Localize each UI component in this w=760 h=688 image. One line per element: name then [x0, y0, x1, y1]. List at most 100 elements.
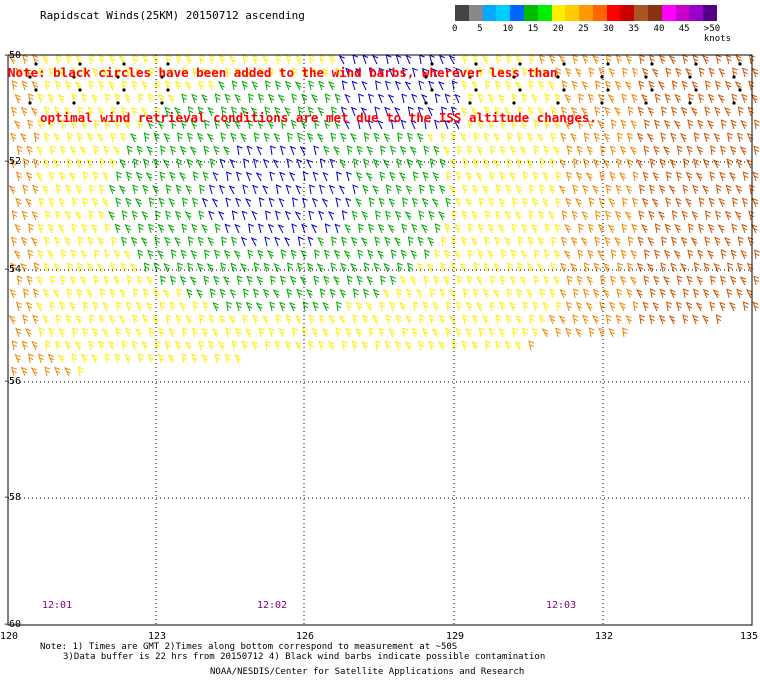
- wind-barb: [510, 249, 517, 260]
- wind-barb: [159, 171, 166, 182]
- wind-barb: [411, 67, 418, 78]
- wind-barb: [541, 328, 549, 338]
- wind-barb: [515, 54, 523, 65]
- contamination-dot: [116, 75, 120, 79]
- wind-barb: [132, 314, 139, 325]
- wind-barb: [279, 275, 286, 286]
- wind-barb: [269, 301, 276, 312]
- wind-barb: [88, 80, 95, 91]
- wind-barb: [497, 224, 505, 234]
- wind-barb: [368, 67, 375, 78]
- wind-barb: [451, 210, 458, 221]
- wind-barb: [107, 210, 115, 221]
- wind-barb: [265, 210, 271, 221]
- wind-barb: [563, 250, 571, 260]
- wind-barb: [668, 185, 676, 195]
- wind-barb: [301, 67, 308, 78]
- wind-barb: [511, 93, 518, 104]
- contamination-dot: [562, 88, 566, 92]
- wind-barb: [573, 158, 579, 169]
- wind-barb: [553, 119, 561, 130]
- wind-barb: [130, 236, 138, 247]
- wind-barb: [651, 198, 659, 208]
- wind-barb: [437, 80, 445, 91]
- wind-barb: [520, 119, 528, 130]
- wind-barb: [356, 145, 363, 156]
- wind-barb: [365, 172, 373, 182]
- wind-barb: [691, 210, 699, 221]
- wind-barb: [461, 340, 468, 351]
- wind-barb: [65, 314, 72, 325]
- wind-barb: [230, 106, 237, 117]
- wind-barb: [118, 55, 126, 65]
- wind-barb: [26, 145, 33, 156]
- wind-barb: [500, 119, 507, 130]
- wind-barb: [329, 288, 336, 299]
- contamination-dot: [424, 101, 428, 105]
- wind-barb: [375, 210, 381, 221]
- wind-barb: [433, 275, 440, 286]
- credit-line: NOAA/NESDIS/Center for Satellite Applica…: [210, 667, 525, 677]
- wind-barb: [265, 340, 271, 351]
- wind-barb: [390, 249, 397, 260]
- wind-barb: [80, 249, 88, 260]
- wind-barb: [683, 288, 689, 299]
- wind-barb: [603, 262, 611, 273]
- wind-barb: [698, 197, 705, 208]
- wind-barb: [739, 146, 747, 156]
- wind-barb: [114, 353, 121, 364]
- wind-barb: [327, 80, 335, 91]
- wind-barb: [418, 210, 425, 221]
- wind-barb: [20, 366, 28, 377]
- wind-barb: [206, 133, 214, 143]
- wind-barb: [93, 145, 100, 156]
- wind-barb: [713, 132, 721, 143]
- wind-barb: [307, 236, 314, 247]
- contamination-dot: [78, 88, 82, 92]
- wind-barb: [223, 119, 231, 130]
- wind-barb: [294, 211, 301, 221]
- wind-barb: [477, 119, 484, 130]
- wind-barb: [673, 250, 681, 260]
- wind-barb: [697, 249, 704, 260]
- wind-barb: [317, 106, 325, 117]
- wind-barb: [203, 145, 210, 156]
- wind-barb: [565, 327, 572, 338]
- wind-barb: [508, 171, 516, 182]
- wind-barb: [569, 132, 577, 143]
- wind-barb: [15, 67, 22, 78]
- wind-barb: [534, 119, 540, 130]
- wind-barb: [151, 54, 159, 65]
- wind-barb: [164, 210, 171, 221]
- wind-barb: [714, 80, 721, 91]
- wind-barb: [714, 106, 721, 117]
- wind-barb: [261, 184, 269, 195]
- wind-barb: [297, 106, 304, 117]
- wind-barb: [296, 158, 303, 169]
- wind-barb: [411, 93, 418, 104]
- wind-barb: [549, 158, 556, 169]
- wind-barb: [505, 184, 512, 195]
- wind-barb: [142, 184, 149, 195]
- wind-barb: [211, 68, 219, 78]
- wind-barb: [308, 80, 315, 91]
- wind-barb: [207, 106, 215, 117]
- wind-barb: [389, 275, 396, 286]
- wind-barb: [239, 262, 247, 273]
- wind-barb: [134, 197, 142, 208]
- wind-barb: [688, 223, 694, 234]
- wind-barb: [109, 288, 116, 299]
- wind-barb: [115, 327, 122, 338]
- wind-barb: [622, 67, 628, 78]
- wind-barb: [516, 262, 523, 273]
- wind-barb: [204, 119, 210, 130]
- wind-barb: [636, 262, 644, 273]
- wind-barb: [581, 80, 589, 91]
- wind-barb: [86, 132, 94, 143]
- wind-barb: [283, 106, 291, 117]
- wind-barb: [456, 145, 463, 156]
- wind-barb: [444, 223, 451, 234]
- wind-barb: [715, 54, 722, 65]
- wind-barb: [81, 327, 88, 338]
- wind-barb: [354, 67, 362, 78]
